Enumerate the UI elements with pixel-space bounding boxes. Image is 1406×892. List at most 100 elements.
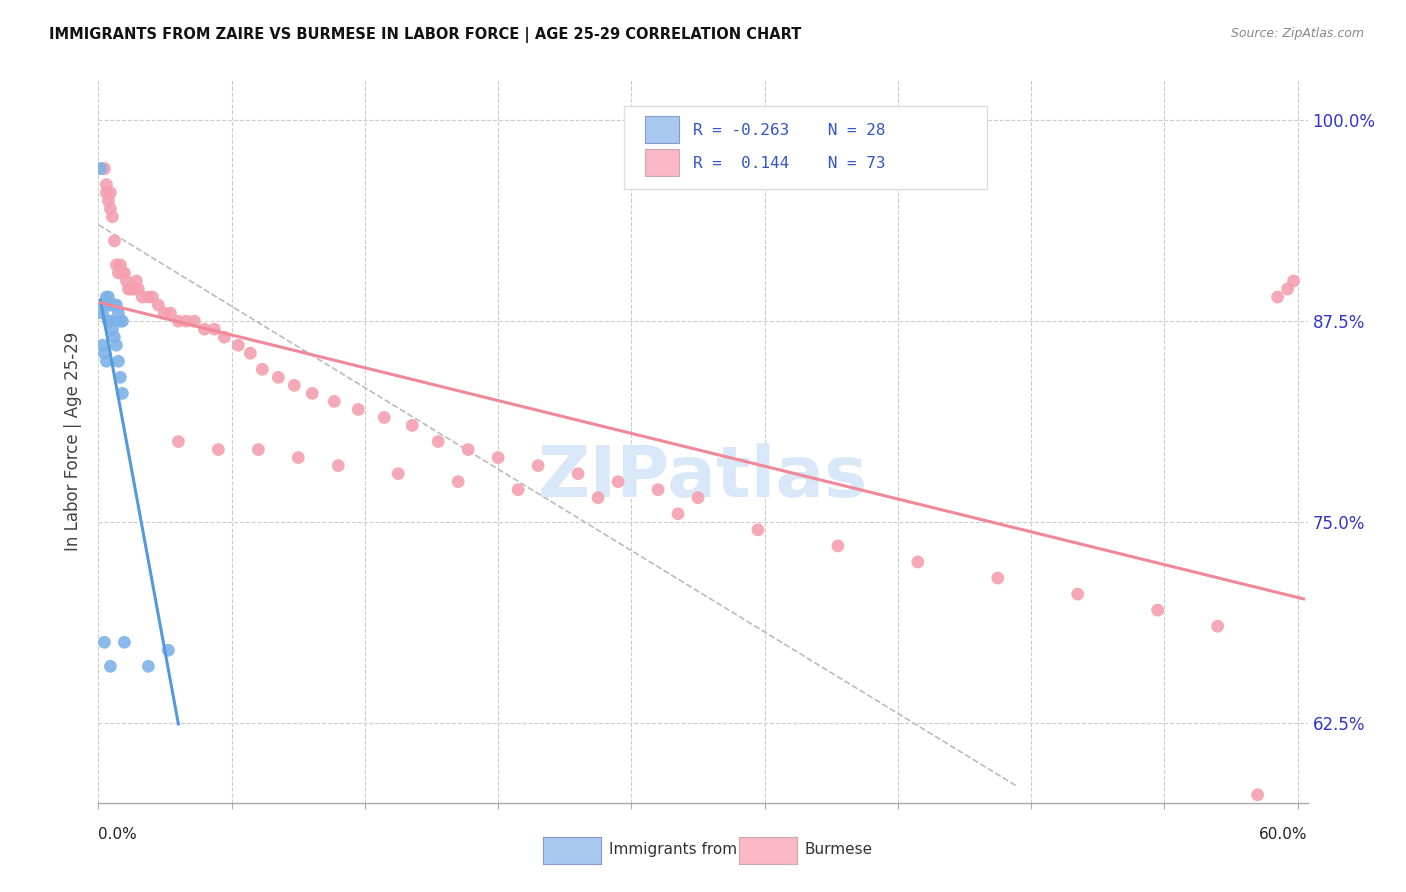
Point [93,346,115,360]
Point [148,298,170,312]
Text: ZIPatlas: ZIPatlas [538,443,868,512]
Text: Immigrants from Zaire: Immigrants from Zaire [609,842,782,857]
Point [97,290,120,304]
Point [107,306,129,320]
Point [301,386,323,401]
Point [827,539,849,553]
Point [105,258,128,272]
Text: R = -0.263    N = 28: R = -0.263 N = 28 [693,123,886,138]
Point [117,282,139,296]
Point [107,266,129,280]
Point [457,442,479,457]
Point [138,290,160,304]
Point [93,298,115,312]
Point [214,330,236,344]
Point [666,507,689,521]
Point [105,298,128,312]
Point [110,370,132,384]
Point [401,418,423,433]
Point [111,386,134,401]
Point [287,450,309,465]
Point [91,306,114,320]
Point [176,314,198,328]
Point [100,314,122,328]
Point [105,338,128,352]
Point [110,314,132,328]
Point [747,523,769,537]
Text: R =  0.144    N = 73: R = 0.144 N = 73 [693,156,886,171]
Point [103,298,125,312]
Point [121,282,143,296]
Point [101,322,124,336]
Point [89,161,111,176]
Point [1246,788,1268,802]
FancyBboxPatch shape [645,116,679,143]
Y-axis label: In Labor Force | Age 25-29: In Labor Force | Age 25-29 [63,332,82,551]
Point [125,274,148,288]
Point [96,354,118,368]
Point [93,635,115,649]
Text: Source: ZipAtlas.com: Source: ZipAtlas.com [1230,27,1364,40]
Text: IMMIGRANTS FROM ZAIRE VS BURMESE IN LABOR FORCE | AGE 25-29 CORRELATION CHART: IMMIGRANTS FROM ZAIRE VS BURMESE IN LABO… [49,27,801,43]
Point [1277,282,1299,296]
Point [447,475,470,489]
Point [647,483,669,497]
Point [686,491,709,505]
Point [193,322,215,336]
Point [112,635,135,649]
Point [567,467,589,481]
Point [252,362,274,376]
Point [328,458,350,473]
Point [96,178,118,192]
Point [91,161,114,176]
Point [91,338,114,352]
Point [323,394,346,409]
Point [141,290,163,304]
Point [1146,603,1168,617]
Point [202,322,225,336]
Point [97,314,120,328]
Point [101,210,124,224]
Point [111,266,134,280]
Point [347,402,370,417]
Point [96,186,118,200]
Point [373,410,395,425]
Point [157,643,180,657]
Point [267,370,290,384]
Point [159,306,181,320]
Point [131,290,153,304]
Text: 0.0%: 0.0% [98,827,138,842]
Point [987,571,1010,585]
Point [1282,274,1305,288]
Point [239,346,262,360]
Point [1206,619,1229,633]
Point [508,483,530,497]
Point [387,467,409,481]
Point [100,202,122,216]
Point [107,354,129,368]
Point [247,442,270,457]
Point [110,258,132,272]
Point [1067,587,1090,601]
Point [120,282,142,296]
Point [427,434,450,449]
Point [115,274,138,288]
Point [486,450,509,465]
Text: 60.0%: 60.0% [1260,827,1308,842]
Point [907,555,929,569]
Point [100,298,122,312]
Point [607,475,630,489]
Point [103,330,125,344]
Point [127,282,149,296]
Point [167,434,190,449]
Point [183,314,205,328]
FancyBboxPatch shape [645,149,679,177]
Point [586,491,609,505]
Point [167,314,190,328]
FancyBboxPatch shape [624,105,987,189]
Point [124,282,146,296]
Point [101,298,124,312]
Point [283,378,305,392]
Point [93,161,115,176]
Point [527,458,550,473]
